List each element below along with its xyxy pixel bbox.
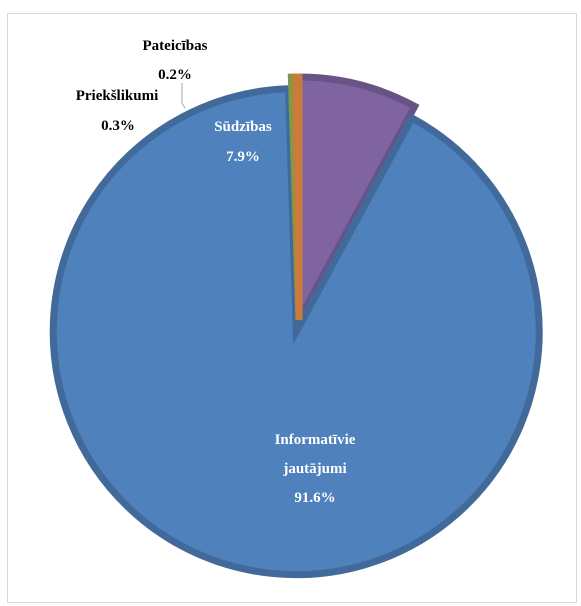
leader-line-pateicibas xyxy=(181,83,186,109)
pie-slice-0 xyxy=(295,73,420,322)
pie-slices xyxy=(49,73,543,579)
leader-lines xyxy=(181,83,186,109)
pie-slice-3 xyxy=(292,73,303,321)
label-prieksilikumi-name: Priekšlikumi xyxy=(76,88,159,104)
label-sudzibas-name: Sūdzības xyxy=(214,119,272,135)
label-sudzibas-value: 7.9% xyxy=(226,149,260,165)
label-informativie-value: 91.6% xyxy=(294,490,335,506)
label-prieksilikumi-value: 0.3% xyxy=(101,118,135,134)
label-pateicibas-name: Pateicības xyxy=(143,38,208,54)
label-informativie-line2: jautājumi xyxy=(282,461,346,477)
pie-slice-1 xyxy=(49,85,543,579)
label-pateicibas-value: 0.2% xyxy=(158,67,192,83)
label-informativie-line1: Informatīvie xyxy=(275,432,356,448)
